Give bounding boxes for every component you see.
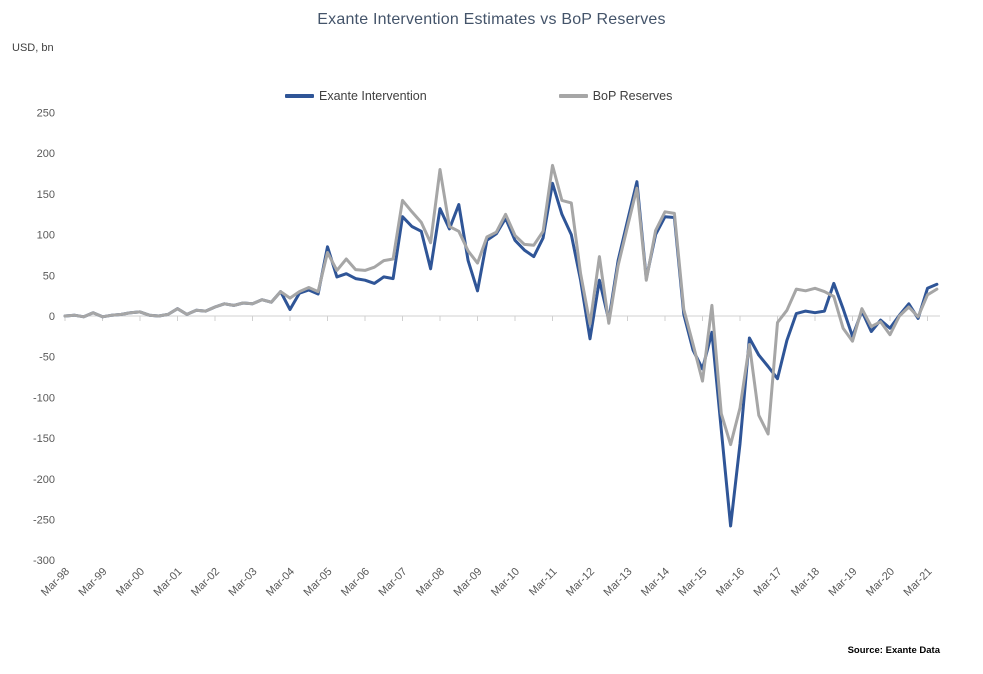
x-axis-tick-label: Mar-07 <box>376 566 409 599</box>
y-axis-tick-label: 200 <box>37 148 55 160</box>
legend-label: BoP Reserves <box>592 89 673 103</box>
y-axis-tick-label: 150 <box>37 189 55 201</box>
y-axis-tick-label: 0 <box>49 311 55 323</box>
x-axis-tick-label: Mar-04 <box>264 566 297 599</box>
y-axis-unit-label: USD, bn <box>12 42 54 54</box>
x-axis-tick-label: Mar-13 <box>601 566 634 599</box>
y-axis-tick-label: -150 <box>33 433 55 445</box>
x-axis-tick-label: Mar-10 <box>489 566 522 599</box>
y-axis-tick-label: -100 <box>33 392 55 404</box>
series-line-bop-reserves <box>63 163 939 447</box>
x-axis-tick-label: Mar-01 <box>151 566 184 599</box>
x-axis-tick-label: Mar-17 <box>751 566 784 599</box>
y-axis-tick-label: -300 <box>33 555 55 567</box>
x-axis-tick-label: Mar-08 <box>414 566 447 599</box>
x-axis-tick-label: Mar-20 <box>864 566 897 599</box>
x-axis-tick-label: Mar-12 <box>564 566 597 599</box>
source-note: Source: Exante Data <box>847 645 940 656</box>
y-axis-tick-label: -200 <box>33 474 55 486</box>
x-axis-tick-label: Mar-98 <box>39 566 72 599</box>
x-axis-tick-label: Mar-99 <box>76 566 109 599</box>
x-axis-tick-label: Mar-18 <box>789 566 822 599</box>
x-axis-tick-label: Mar-06 <box>339 566 372 599</box>
y-axis-tick-label: 50 <box>43 270 55 282</box>
legend-entry-bop-reserves: BoP Reserves <box>558 89 673 103</box>
chart-title: Exante Intervention Estimates vs BoP Res… <box>317 11 666 28</box>
y-axis-tick-label: 100 <box>37 230 55 242</box>
x-axis-tick-label: Mar-05 <box>301 566 334 599</box>
exante-line-swatch-icon <box>285 94 314 98</box>
legend-entry-exante-intervention: Exante Intervention <box>285 89 427 103</box>
x-axis-tick-label: Mar-16 <box>714 566 747 599</box>
series-line-exante-intervention <box>63 180 939 528</box>
x-axis-tick-label: Mar-15 <box>676 566 709 599</box>
y-axis-tick-label: 250 <box>37 108 55 120</box>
y-axis-tick-label: -50 <box>39 352 55 364</box>
x-axis-tick-label: Mar-03 <box>226 566 259 599</box>
x-axis-tick-label: Mar-19 <box>826 566 859 599</box>
chart-legend: Exante Intervention BoP Reserves <box>285 89 672 103</box>
y-axis-tick-label: -250 <box>33 515 55 527</box>
x-axis-tick-label: Mar-11 <box>527 566 560 599</box>
legend-label: Exante Intervention <box>319 89 427 103</box>
bop-line-swatch-icon <box>558 94 588 98</box>
x-axis-tick-label: Mar-21 <box>901 566 934 599</box>
x-axis-tick-label: Mar-02 <box>189 566 222 599</box>
x-axis-tick-label: Mar-14 <box>639 566 672 599</box>
x-axis-tick-label: Mar-00 <box>114 566 147 599</box>
x-axis-tick-label: Mar-09 <box>451 566 484 599</box>
